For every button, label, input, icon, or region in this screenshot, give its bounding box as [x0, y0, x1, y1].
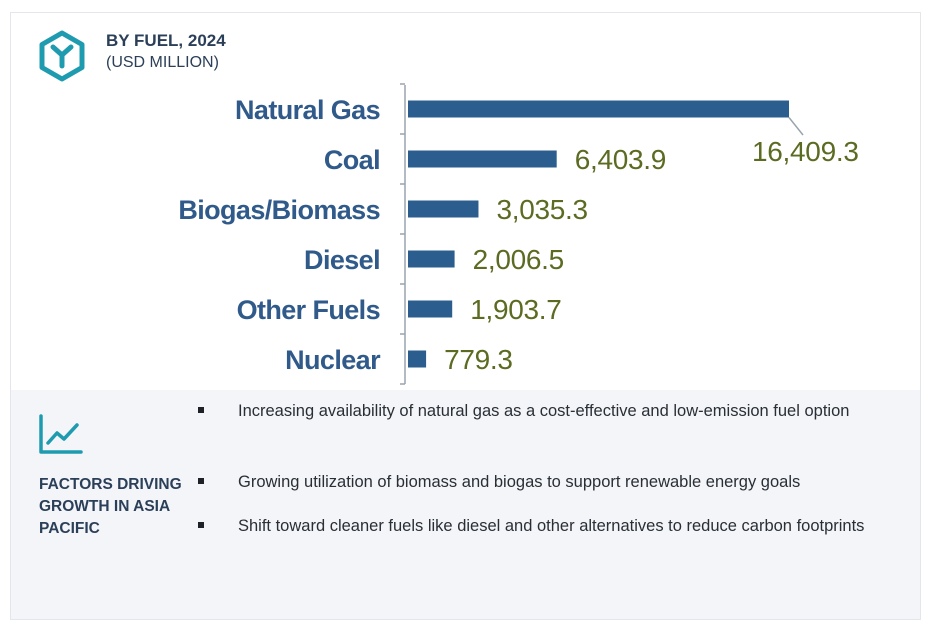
list-item: Shift toward cleaner fuels like diesel a… [196, 513, 864, 539]
data-label: 2,006.5 [473, 244, 564, 275]
data-label: 6,403.9 [575, 144, 666, 175]
bar [408, 150, 557, 168]
factors-title: FACTORS DRIVING GROWTH IN ASIA PACIFIC [39, 476, 182, 537]
factors-panel [11, 390, 920, 619]
bar [408, 300, 453, 318]
category-label: Nuclear [285, 345, 381, 375]
category-label: Biogas/Biomass [178, 195, 380, 225]
data-label: 779.3 [444, 344, 513, 375]
category-label: Diesel [304, 245, 380, 275]
bar [408, 350, 427, 368]
bullet-icon [198, 407, 204, 413]
bar [408, 200, 479, 218]
list-item-text: Shift toward cleaner fuels like diesel a… [238, 517, 865, 535]
list-item-text: Increasing availability of natural gas a… [238, 402, 850, 420]
bar [408, 100, 789, 118]
trend-line-icon [39, 414, 83, 454]
bullet-icon [198, 522, 204, 528]
category-label: Natural Gas [235, 95, 380, 125]
list-item-text: Growing utilization of biomass and bioga… [238, 473, 801, 491]
bullet-icon [198, 478, 204, 484]
bar [408, 250, 455, 268]
category-label: Coal [324, 145, 380, 175]
data-label: 3,035.3 [496, 194, 587, 225]
chart-subtitle: (USD MILLION) [106, 54, 219, 71]
cube-y-icon [39, 30, 85, 82]
list-item: Increasing availability of natural gas a… [196, 398, 849, 424]
data-label: 1,903.7 [470, 294, 561, 325]
category-label: Other Fuels [237, 295, 380, 325]
bar-chart: Natural Gas 16,409.3 Coal 6,403.9 Biogas/Bio… [178, 83, 859, 385]
data-label: 16,409.3 [752, 136, 859, 167]
chart-title: BY FUEL, 2024 [106, 31, 226, 50]
leader-line [788, 117, 804, 136]
list-item: Growing utilization of biomass and bioga… [196, 469, 800, 495]
